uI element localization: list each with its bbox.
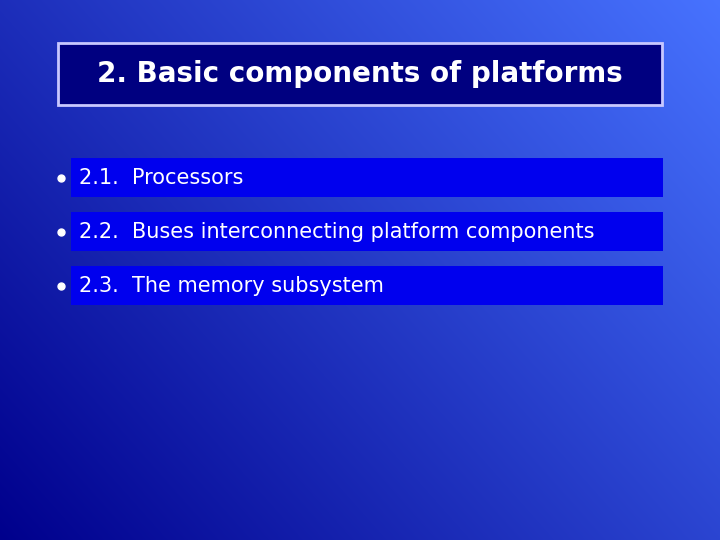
Text: 2.1.  Processors: 2.1. Processors <box>79 167 243 188</box>
Text: 2.2.  Buses interconnecting platform components: 2.2. Buses interconnecting platform comp… <box>79 221 595 242</box>
FancyBboxPatch shape <box>71 158 663 197</box>
FancyBboxPatch shape <box>58 43 662 105</box>
FancyBboxPatch shape <box>71 212 663 251</box>
FancyBboxPatch shape <box>71 266 663 305</box>
Text: 2.3.  The memory subsystem: 2.3. The memory subsystem <box>79 275 384 296</box>
Text: 2. Basic components of platforms: 2. Basic components of platforms <box>97 60 623 88</box>
